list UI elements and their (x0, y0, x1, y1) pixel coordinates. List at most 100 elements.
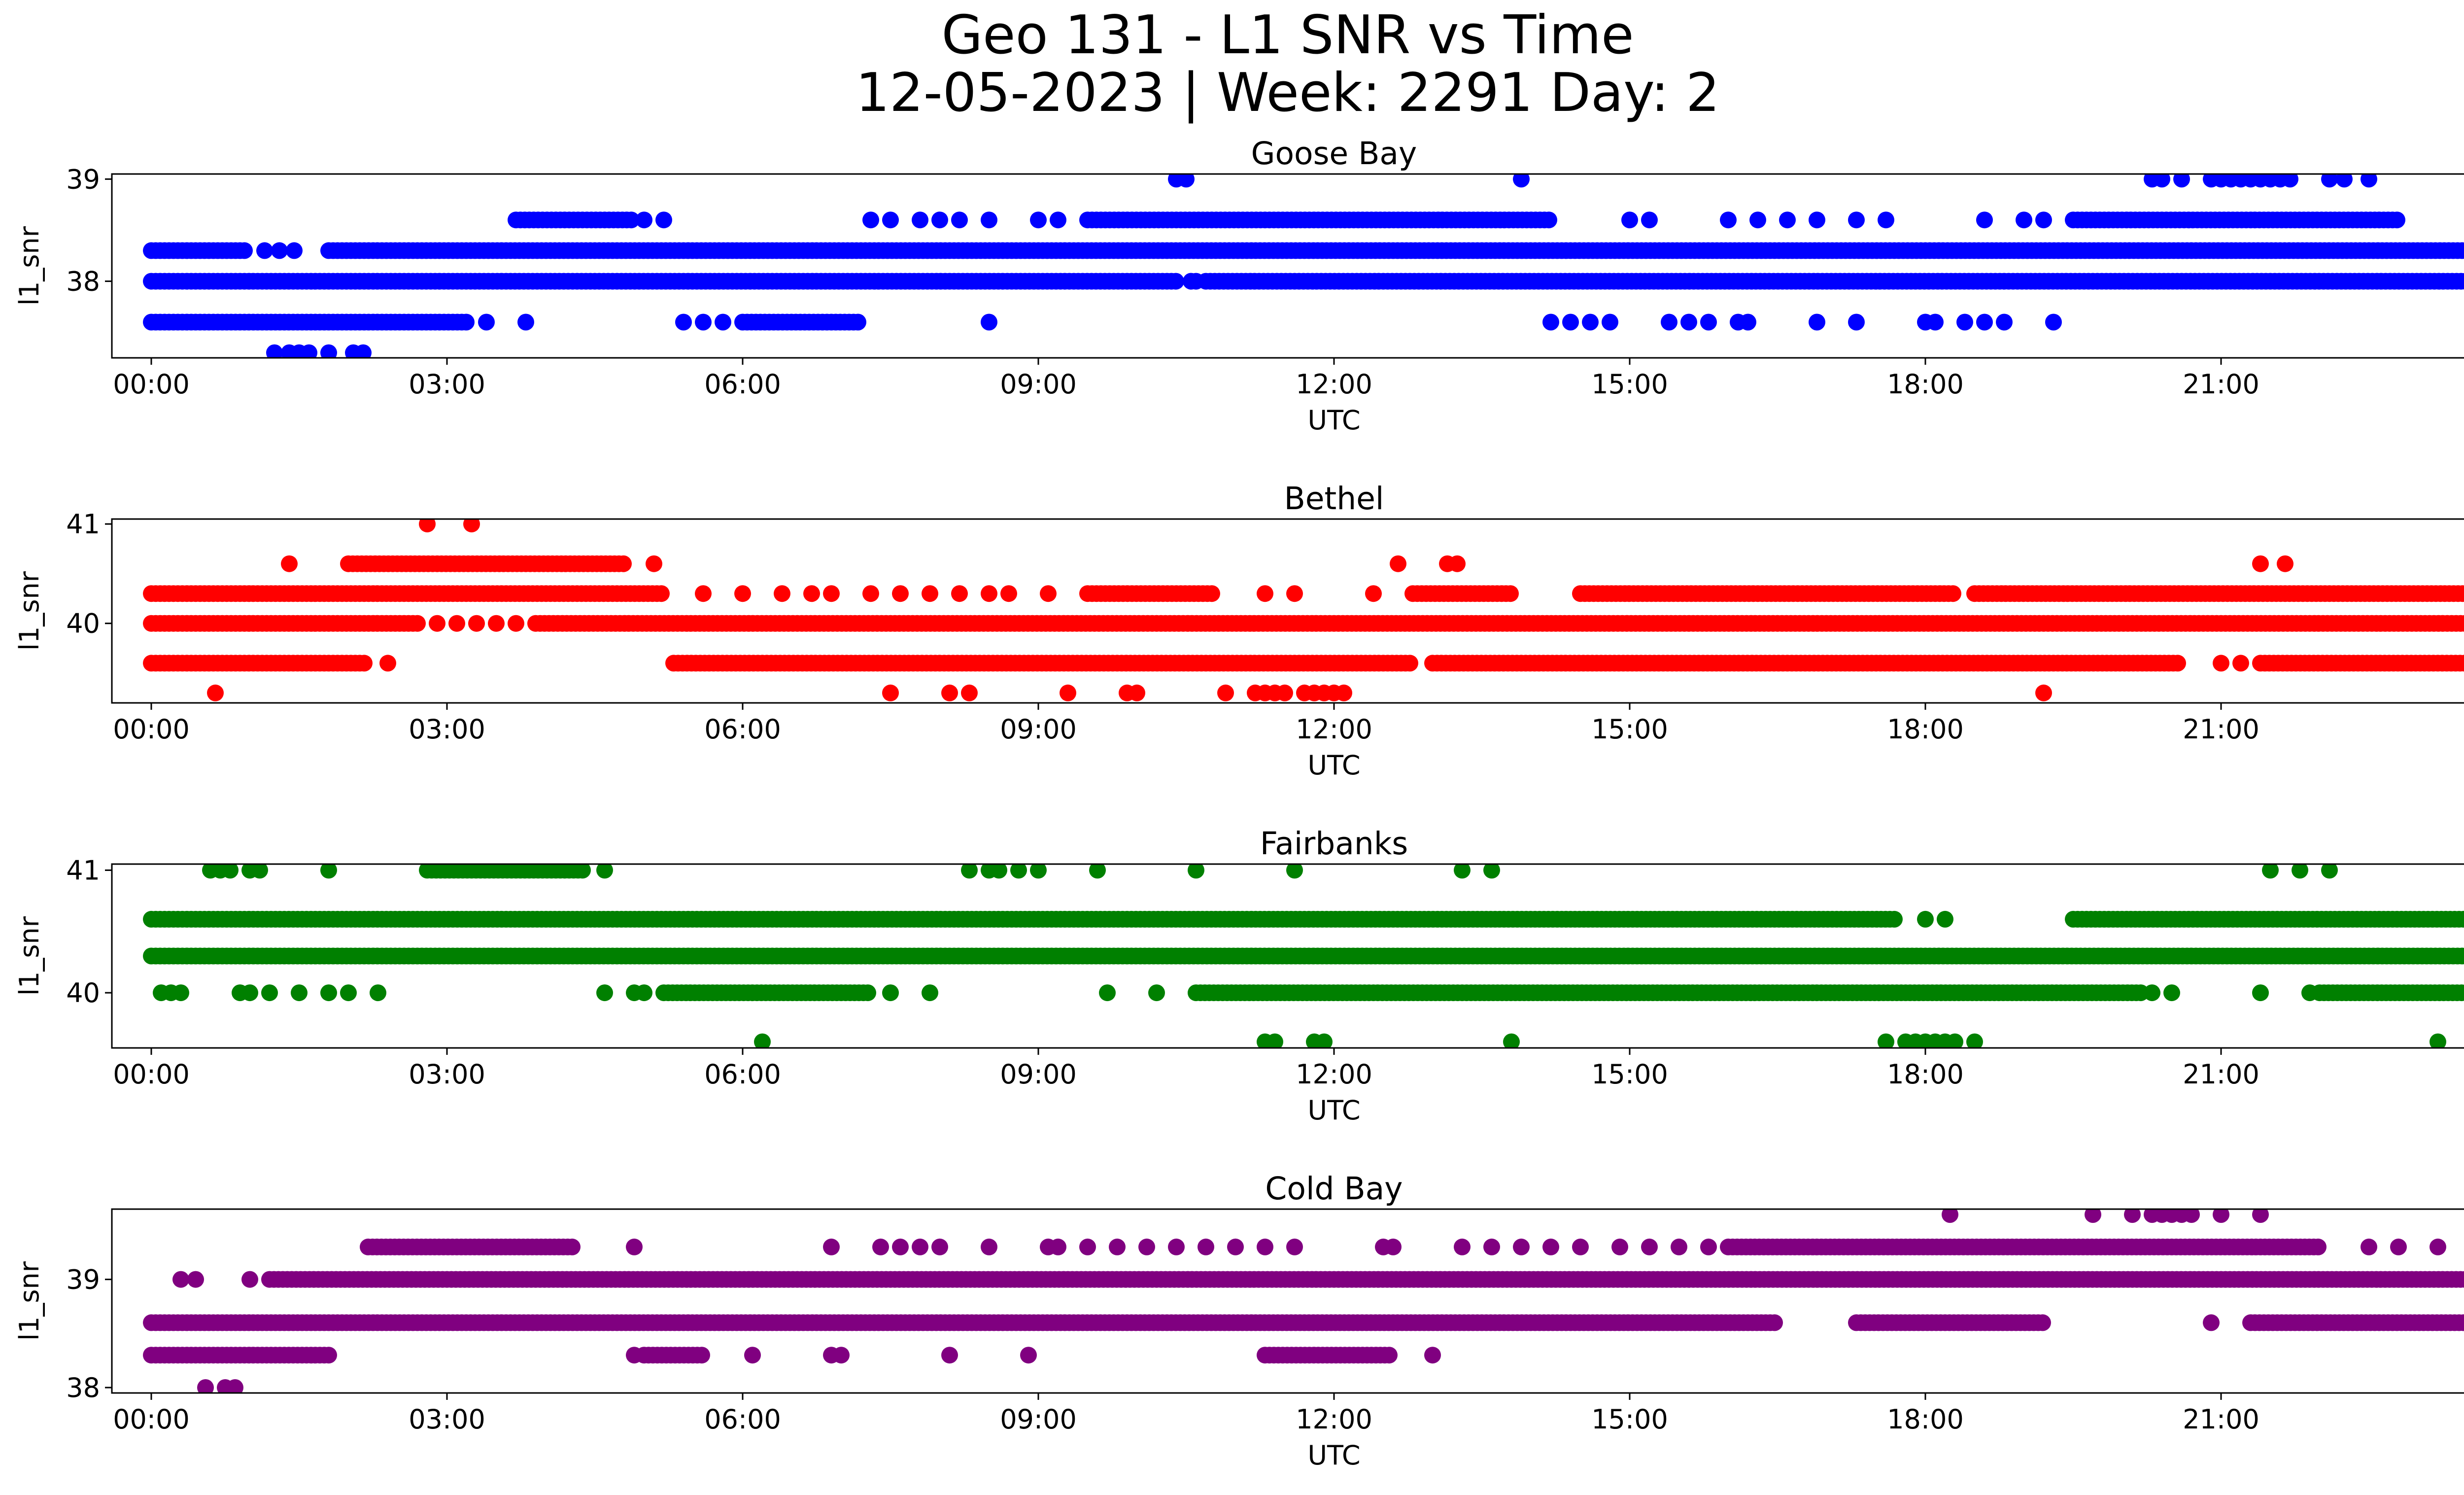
bethel-point (774, 585, 790, 602)
goose-bay-point (1956, 313, 1973, 331)
goose-bay-point (2282, 174, 2298, 188)
bethel-point (981, 585, 997, 602)
bethel-point (468, 615, 485, 632)
bethel-ytick-label: 41 (66, 509, 100, 540)
goose-bay-points (143, 174, 2464, 358)
goose-bay-point (2321, 174, 2338, 188)
fairbanks-point (1937, 910, 1953, 928)
goose-bay-point (271, 242, 288, 259)
goose-bay-xtick-label: 18:00 (1887, 369, 1964, 400)
cold-bay-points (143, 1209, 2464, 1393)
bethel-point (2213, 655, 2229, 672)
goose-bay-point (981, 313, 997, 331)
bethel-point (862, 585, 879, 602)
fairbanks-ytick-label: 41 (66, 855, 100, 886)
fairbanks-point (961, 864, 978, 879)
fairbanks-point (1886, 910, 1903, 928)
goose-bay-point (1809, 211, 1825, 229)
goose-bay-point (256, 242, 273, 259)
fairbanks-xtick-label: 12:00 (1296, 1059, 1372, 1090)
bethel-point (1390, 555, 1406, 572)
fairbanks-xtick-label: 06:00 (704, 1059, 781, 1090)
fairbanks-point (2458, 984, 2464, 1001)
goose-bay-ytick-label: 39 (66, 164, 100, 195)
fairbanks-point (1917, 910, 1934, 928)
goose-bay-point (1976, 211, 1993, 229)
fairbanks-point (574, 864, 591, 879)
fairbanks-point (1266, 1033, 1283, 1048)
fairbanks-point (2252, 984, 2269, 1002)
bethel-points (143, 519, 2464, 701)
goose-bay-point (882, 211, 899, 229)
bethel-point (615, 555, 632, 572)
fairbanks-title: Fairbanks (1260, 826, 1408, 862)
fairbanks-points (143, 864, 2464, 1048)
fairbanks-xtick-label: 03:00 (409, 1059, 485, 1090)
fairbanks-point (1089, 864, 1106, 879)
goose-bay-xlabel: UTC (1307, 405, 1360, 436)
bethel-point (2461, 617, 2464, 630)
goose-bay-point (2173, 174, 2190, 188)
fairbanks-point (340, 984, 357, 1002)
goose-bay-point (1582, 313, 1599, 331)
goose-bay-point (1680, 313, 1697, 331)
goose-bay-point (1621, 211, 1638, 229)
fairbanks-point (2163, 984, 2180, 1002)
goose-bay-point (623, 211, 640, 229)
goose-bay-point (2154, 174, 2170, 188)
goose-bay-ytick-label: 38 (66, 266, 100, 297)
goose-bay-point (1050, 211, 1066, 229)
goose-bay-point (1542, 313, 1559, 331)
fairbanks-ytick-label: 40 (66, 977, 100, 1008)
fairbanks-point (1030, 864, 1047, 879)
goose-bay-point (655, 211, 672, 229)
fairbanks-xlabel: UTC (1307, 1095, 1360, 1126)
goose-bay-point (675, 313, 692, 331)
goose-bay-point (715, 313, 731, 331)
fairbanks-ylabel: l1_snr (14, 916, 45, 996)
bethel-point (1000, 585, 1017, 602)
bethel-point (1257, 585, 1273, 602)
bethel-xtick-label: 21:00 (2183, 714, 2259, 745)
goose-bay-point (1700, 313, 1717, 331)
goose-bay-point (931, 211, 948, 229)
goose-bay-point (1641, 211, 1658, 229)
bethel-title: Bethel (1284, 481, 1384, 517)
bethel-point (2461, 656, 2464, 670)
goose-bay-point (1848, 211, 1865, 229)
bethel-point (463, 519, 480, 533)
bethel-point (1276, 684, 1293, 701)
bethel-xtick-label: 18:00 (1887, 714, 1964, 745)
bethel-point (448, 615, 465, 632)
fairbanks-point (320, 984, 337, 1002)
goose-bay-point (1996, 313, 2013, 331)
goose-bay-xtick-label: 12:00 (1296, 369, 1372, 400)
bethel-point (961, 684, 978, 701)
bethel-point (2459, 586, 2464, 602)
fairbanks-point (241, 984, 258, 1002)
goose-bay-point (320, 344, 337, 358)
goose-bay-point (636, 211, 652, 229)
fairbanks-point (370, 984, 386, 1002)
goose-bay-point (1661, 313, 1677, 331)
bethel-point (2252, 555, 2269, 572)
bethel-xtick-label: 12:00 (1296, 714, 1372, 745)
goose-bay-title: Goose Bay (1251, 136, 1417, 172)
fairbanks-point (251, 864, 268, 879)
goose-bay-point (981, 211, 997, 229)
fairbanks-point (2458, 948, 2464, 964)
goose-bay-xtick-label: 21:00 (2183, 369, 2259, 400)
bethel-point (922, 585, 938, 602)
fairbanks-point (2430, 1033, 2446, 1048)
goose-bay-point (1848, 313, 1865, 331)
goose-bay-point (1720, 211, 1737, 229)
goose-bay-point (1513, 174, 1530, 188)
bethel-xtick-label: 00:00 (113, 714, 190, 745)
fairbanks-point (261, 984, 278, 1002)
fairbanks-point (1483, 864, 1500, 879)
bethel-point (951, 585, 968, 602)
cold-bay-point (2034, 1314, 2051, 1331)
fairbanks-point (2321, 864, 2338, 879)
goose-bay-point (301, 344, 317, 358)
